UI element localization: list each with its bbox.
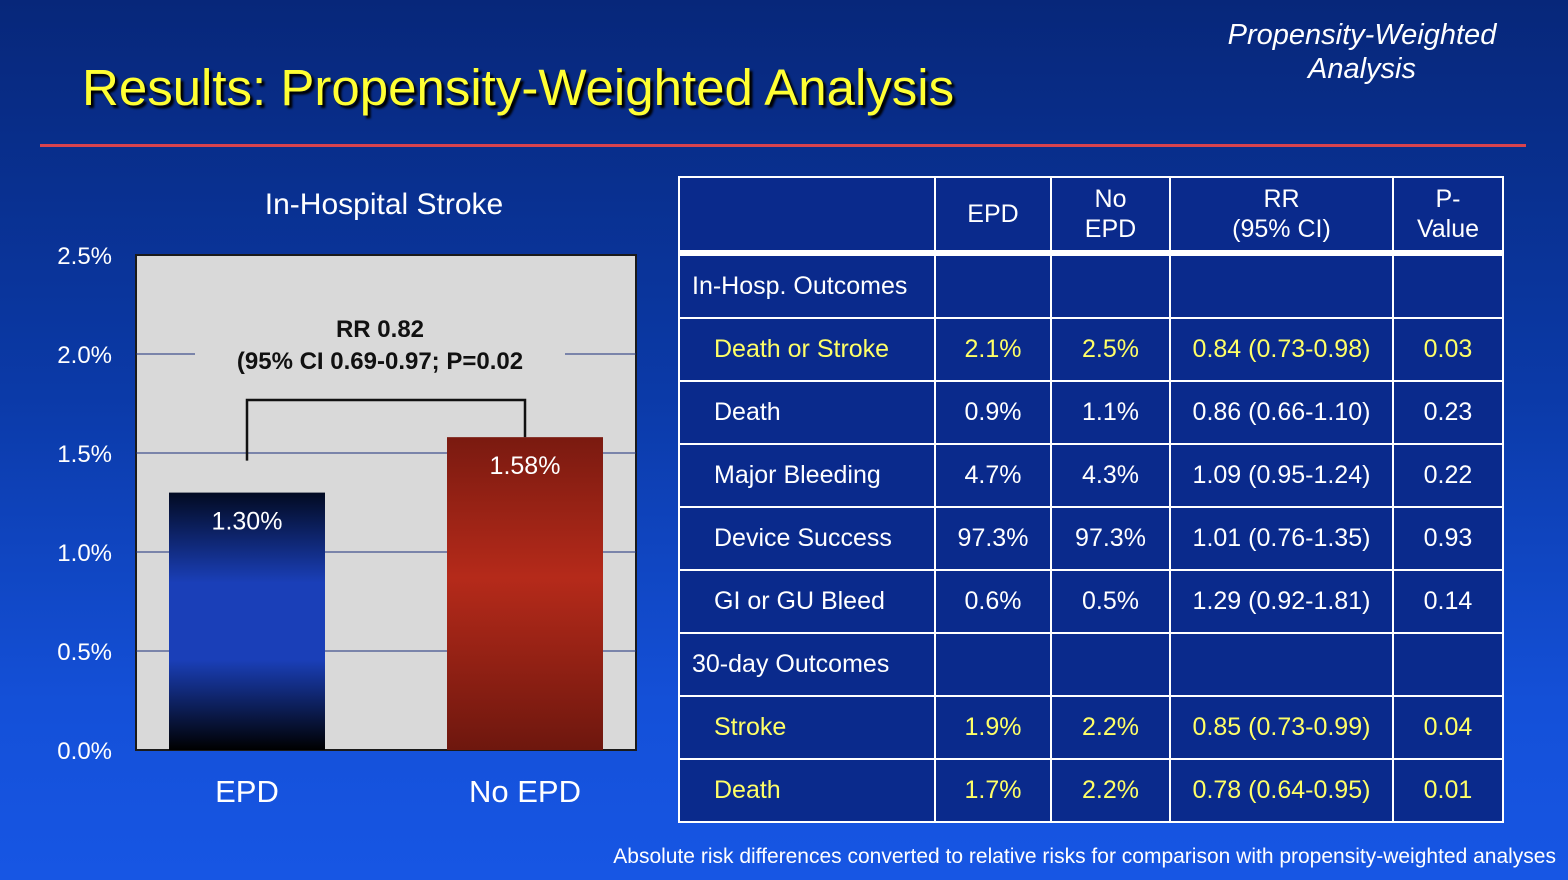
table-header-row: EPD No EPD RR (95% CI) P- Value — [678, 176, 1504, 254]
corner-tag: Propensity-Weighted Analysis — [1182, 18, 1542, 86]
cell-no-epd: 97.3% — [1050, 506, 1171, 571]
cell-epd: 2.1% — [934, 317, 1052, 382]
row-label: GI or GU Bleed — [678, 569, 936, 634]
cell-rr — [1169, 632, 1394, 697]
cell-epd — [934, 252, 1052, 319]
cell-epd — [934, 632, 1052, 697]
header-rr: RR (95% CI) — [1169, 176, 1394, 254]
row-label: Death — [678, 380, 936, 445]
header-epd: EPD — [934, 176, 1052, 254]
table-section-row: In-Hosp. Outcomes — [678, 252, 1504, 319]
cell-epd: 0.6% — [934, 569, 1052, 634]
header-p-value: P- Value — [1392, 176, 1504, 254]
row-label: 30-day Outcomes — [678, 632, 936, 697]
y-tick-label: 2.0% — [57, 342, 112, 369]
table-section-row: 30-day Outcomes — [678, 632, 1504, 697]
y-tick-label: 1.0% — [57, 540, 112, 567]
corner-tag-line2: Analysis — [1308, 53, 1416, 85]
cell-rr: 0.85 (0.73-0.99) — [1169, 695, 1394, 760]
table-row: Death 0.9% 1.1% 0.86 (0.66-1.10) 0.23 — [678, 380, 1504, 445]
stroke-bar-chart: In-Hospital Stroke 1.30% 1.58% RR 0.82 (95… — [57, 188, 637, 809]
row-label: Death — [678, 758, 936, 823]
row-label: Device Success — [678, 506, 936, 571]
bar-value-label: 1.30% — [212, 508, 283, 536]
annotation-backdrop — [195, 308, 565, 380]
cell-rr: 1.01 (0.76-1.35) — [1169, 506, 1394, 571]
bar-no-epd — [447, 437, 603, 750]
cell-no-epd: 2.5% — [1050, 317, 1171, 382]
rr-annotation: RR 0.82 — [336, 316, 424, 343]
y-tick-label: 1.5% — [57, 441, 112, 468]
cell-no-epd: 2.2% — [1050, 758, 1171, 823]
cell-p: 0.14 — [1392, 569, 1504, 634]
cell-p: 0.93 — [1392, 506, 1504, 571]
cell-epd: 1.7% — [934, 758, 1052, 823]
bar-epd — [169, 492, 325, 750]
cell-rr: 0.86 (0.66-1.10) — [1169, 380, 1394, 445]
table-row: Death 1.7% 2.2% 0.78 (0.64-0.95) 0.01 — [678, 758, 1504, 823]
y-tick-label: 0.5% — [57, 639, 112, 666]
cell-no-epd: 2.2% — [1050, 695, 1171, 760]
cell-p: 0.04 — [1392, 695, 1504, 760]
y-tick-label: 2.5% — [57, 243, 112, 270]
cell-p: 0.01 — [1392, 758, 1504, 823]
cell-rr — [1169, 252, 1394, 319]
title-divider — [40, 144, 1526, 147]
row-label: Death or Stroke — [678, 317, 936, 382]
cell-epd: 4.7% — [934, 443, 1052, 508]
cell-rr: 1.09 (0.95-1.24) — [1169, 443, 1394, 508]
x-tick-label: No EPD — [469, 774, 581, 809]
cell-no-epd — [1050, 252, 1171, 319]
row-label: Stroke — [678, 695, 936, 760]
cell-rr: 0.78 (0.64-0.95) — [1169, 758, 1394, 823]
cell-p: 0.22 — [1392, 443, 1504, 508]
x-tick-label: EPD — [215, 774, 279, 809]
table-row: Device Success 97.3% 97.3% 1.01 (0.76-1.… — [678, 506, 1504, 571]
cell-p: 0.03 — [1392, 317, 1504, 382]
cell-epd: 97.3% — [934, 506, 1052, 571]
row-label: In-Hosp. Outcomes — [678, 252, 936, 319]
cell-epd: 1.9% — [934, 695, 1052, 760]
cell-p — [1392, 252, 1504, 319]
footnote: Absolute risk differences converted to r… — [613, 845, 1556, 868]
table-row: Major Bleeding 4.7% 4.3% 1.09 (0.95-1.24… — [678, 443, 1504, 508]
cell-no-epd: 4.3% — [1050, 443, 1171, 508]
corner-tag-line1: Propensity-Weighted — [1227, 19, 1497, 51]
table-row: Stroke 1.9% 2.2% 0.85 (0.73-0.99) 0.04 — [678, 695, 1504, 760]
cell-epd: 0.9% — [934, 380, 1052, 445]
cell-no-epd: 1.1% — [1050, 380, 1171, 445]
cell-rr: 0.84 (0.73-0.98) — [1169, 317, 1394, 382]
y-tick-label: 0.0% — [57, 738, 112, 765]
bar-value-label: 1.58% — [490, 452, 561, 480]
cell-no-epd: 0.5% — [1050, 569, 1171, 634]
cell-rr: 1.29 (0.92-1.81) — [1169, 569, 1394, 634]
chart-title: In-Hospital Stroke — [265, 188, 503, 221]
significance-bracket — [245, 398, 527, 461]
table-row: Death or Stroke 2.1% 2.5% 0.84 (0.73-0.9… — [678, 317, 1504, 382]
header-outcome — [678, 176, 936, 254]
cell-p — [1392, 632, 1504, 697]
cell-no-epd — [1050, 632, 1171, 697]
row-label: Major Bleeding — [678, 443, 936, 508]
table-row: GI or GU Bleed 0.6% 0.5% 1.29 (0.92-1.81… — [678, 569, 1504, 634]
header-no-epd: No EPD — [1050, 176, 1171, 254]
slide-title: Results: Propensity-Weighted Analysis — [82, 59, 955, 116]
ci-annotation: (95% CI 0.69-0.97; P=0.02 — [237, 348, 523, 375]
cell-p: 0.23 — [1392, 380, 1504, 445]
results-table: EPD No EPD RR (95% CI) P- Value In-Hosp. Ou… — [678, 176, 1504, 823]
